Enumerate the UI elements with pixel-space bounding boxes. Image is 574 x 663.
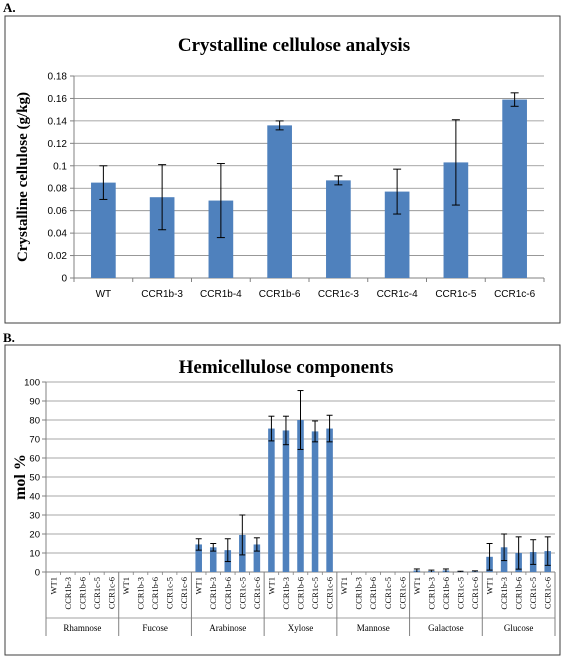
chart-a-category-label: CCR1c-5 [435, 289, 477, 300]
chart-b-sub-category-label: CCR1b-6 [441, 577, 451, 610]
chart-a-category-label: CCR1c-4 [377, 289, 419, 300]
chart-a-y-tick-label: 0.06 [48, 206, 68, 217]
chart-b-sub-category-label: CCR1c-5 [383, 577, 393, 609]
chart-b-sub-category-label: WT1 [412, 577, 422, 594]
chart-b-sub-category-label: CCR1c-6 [325, 577, 335, 609]
panel-label-a: A. [3, 0, 16, 15]
chart-b-y-tick-label: 10 [29, 549, 40, 560]
chart-b-y-tick-label: 50 [29, 473, 40, 484]
chart-a-y-tick-label: 0 [61, 274, 67, 285]
chart-a-y-tick-label: 0.16 [48, 94, 68, 105]
crystalline-cellulose-chart: Crystalline cellulose analysis 0 0.02 0.04 0… [4, 15, 561, 324]
chart-b-group-label: Mannose [357, 623, 390, 633]
chart-a-category-label: CCR1b-6 [259, 289, 301, 300]
chart-b-sub-category-label: WT1 [485, 577, 495, 594]
chart-b-sub-category-label: CCR1b-6 [368, 577, 378, 610]
chart-b-sub-category-label: CCR1b-3 [354, 577, 364, 610]
chart-b-bar [311, 431, 319, 572]
chart-b-bar [209, 547, 217, 572]
chart-b-bar [297, 420, 304, 572]
chart-b-sub-category-label: CCR1c-6 [397, 577, 407, 609]
chart-b-sub-category-label: CCR1c-6 [470, 577, 480, 609]
chart-b-sub-category-label: WT1 [266, 577, 276, 594]
chart-b-sub-category-label: CCR1b-3 [63, 577, 73, 610]
chart-b-sub-category-label: CCR1c-5 [455, 577, 465, 609]
chart-b-sub-category-label: CCR1c-5 [165, 577, 175, 609]
chart-b-sub-category-label: CCR1c-5 [237, 577, 247, 609]
chart-b-group-label: Glucose [504, 623, 534, 633]
chart-b-sub-category-label: WT1 [339, 577, 349, 594]
chart-b-bar [268, 428, 275, 572]
chart-a-bar [502, 99, 527, 278]
chart-b-sub-category-label: WT1 [121, 577, 131, 594]
chart-a-y-tick-label: 0.02 [48, 251, 68, 262]
chart-b-group-label: Galactose [428, 623, 463, 633]
chart-b-group-label: Rhamnose [63, 623, 101, 633]
chart-b-y-tick-label: 90 [29, 397, 40, 408]
chart-a-frame [4, 15, 561, 324]
chart-b-y-tick-label: 100 [24, 378, 40, 389]
chart-a-y-tick-label: 0.1 [53, 161, 67, 172]
chart-b-group-label: Xylose [288, 623, 314, 633]
chart-b-y-tick-label: 0 [35, 568, 40, 579]
chart-b-sub-category-label: CCR1c-6 [252, 577, 262, 609]
chart-b-sub-category-label: CCR1b-6 [223, 577, 233, 610]
chart-b-bar [326, 428, 333, 572]
chart-b-y-axis-label: mol % [12, 454, 29, 500]
chart-b-y-tick-label: 60 [29, 454, 40, 465]
chart-b-sub-category-label: CCR1c-5 [310, 577, 320, 609]
chart-b-sub-category-label: CCR1b-6 [150, 577, 160, 610]
chart-b-sub-category-label: CCR1b-6 [77, 577, 87, 610]
chart-a-category-label: CCR1c-3 [318, 289, 360, 300]
chart-b-sub-category-label: CCR1c-5 [92, 577, 102, 609]
chart-b-sub-category-label: CCR1c-5 [528, 577, 538, 609]
panel-label-b: B. [3, 330, 15, 345]
chart-b-sub-category-label: CCR1b-3 [426, 577, 436, 610]
chart-b-bar [253, 544, 261, 572]
chart-b-frame [4, 344, 561, 656]
chart-b-sub-category-label: CCR1b-3 [499, 577, 509, 610]
chart-a-category-label: CCR1c-6 [494, 289, 536, 300]
chart-a-y-tick-label: 0.12 [48, 139, 68, 150]
chart-a-category-label: CCR1b-4 [200, 289, 242, 300]
chart-b-sub-category-label: WT1 [194, 577, 204, 594]
chart-b-sub-category-label: CCR1b-6 [296, 577, 306, 610]
chart-a-y-tick-label: 0.04 [48, 229, 68, 240]
chart-b-sub-category-label: CCR1b-6 [514, 577, 524, 610]
chart-a-category-label: CCR1b-3 [141, 289, 183, 300]
chart-a-y-axis-label: Crystalline cellulose (g/kg) [15, 92, 31, 262]
chart-a-y-tick-label: 0.14 [48, 116, 68, 127]
chart-b-sub-category-label: CCR1b-3 [208, 577, 218, 610]
chart-a-bar [267, 125, 292, 278]
chart-b-bar [195, 544, 202, 572]
chart-b-y-tick-label: 20 [29, 530, 40, 541]
chart-b-y-tick-label: 80 [29, 416, 40, 427]
chart-b-title: Hemicellulose components [179, 357, 394, 378]
chart-b-y-tick-label: 30 [29, 511, 40, 522]
chart-a-title: Crystalline cellulose analysis [178, 35, 410, 56]
chart-a-bar [326, 180, 351, 278]
chart-a-category-label: WT [96, 289, 112, 300]
chart-a-y-tick-label: 0.08 [48, 184, 68, 195]
chart-b-sub-category-label: CCR1c-6 [543, 577, 553, 609]
chart-b-sub-category-label: CCR1b-3 [281, 577, 291, 610]
chart-b-group-label: Fucose [142, 623, 168, 633]
chart-b-bar [282, 430, 290, 572]
chart-b-sub-category-label: CCR1c-6 [179, 577, 189, 609]
chart-a-y-tick-label: 0.18 [48, 72, 68, 83]
chart-b-y-tick-label: 70 [29, 435, 40, 446]
chart-b-sub-category-label: CCR1c-6 [106, 577, 116, 609]
chart-b-sub-category-label: CCR1b-3 [136, 577, 146, 610]
chart-b-y-tick-label: 40 [29, 492, 40, 503]
chart-b-sub-category-label: WT1 [48, 577, 58, 594]
chart-b-group-label: Arabinose [209, 623, 246, 633]
